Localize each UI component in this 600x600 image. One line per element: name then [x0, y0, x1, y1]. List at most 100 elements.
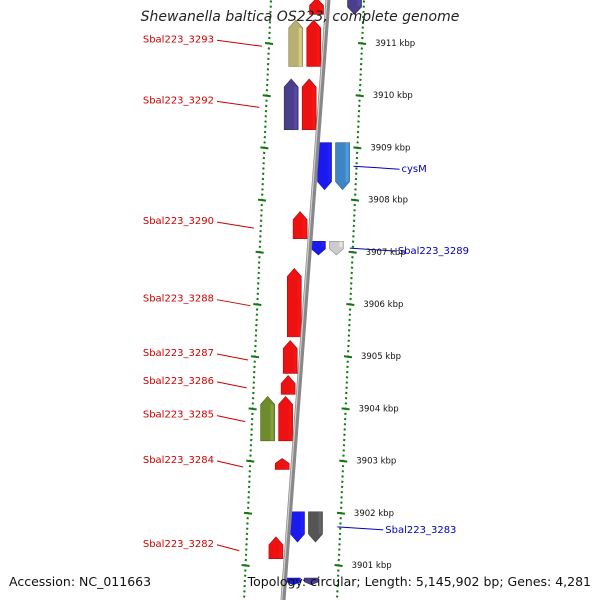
gene-Sbal223_3284 [274, 458, 290, 470]
left-minor-tick [265, 83, 269, 87]
right-minor-tick [342, 443, 346, 447]
left-minor-tick [250, 428, 253, 431]
genome-summary-text: Topology: circular; Length: 5,145,902 bp… [247, 574, 591, 589]
right-minor-tick [361, 26, 365, 29]
right-minor-tick [345, 381, 349, 384]
label-leader [216, 460, 244, 468]
label-leader [337, 526, 384, 531]
right-minor-tick [357, 109, 361, 113]
right-minor-tick [353, 209, 356, 212]
right-minor-tick [341, 480, 344, 483]
gene-segment-20 [304, 577, 319, 586]
left-minor-tick [254, 334, 258, 337]
left-minor-tick [249, 454, 252, 457]
left-minor-tick [264, 115, 268, 118]
gene-Sbal223_3283 [308, 511, 323, 543]
left-minor-tick [258, 240, 262, 243]
gene-arrow-highlight [291, 383, 295, 395]
left-minor-tick [245, 543, 248, 546]
right-minor-tick [341, 464, 345, 468]
left-minor-tick [255, 313, 259, 316]
right-minor-tick [342, 438, 346, 442]
right-minor-tick [352, 229, 355, 233]
left-minor-tick [250, 433, 253, 436]
right-minor-tick [336, 574, 340, 577]
right-minor-tick [350, 261, 354, 264]
right-minor-tick [341, 475, 344, 478]
left-minor-tick [259, 224, 263, 228]
right-minor-tick [353, 214, 356, 217]
left-major-tick [255, 250, 264, 254]
gene-label-Sbal223_3290: Sbal223_3290 [143, 216, 214, 227]
left-minor-tick [246, 517, 249, 520]
right-minor-tick [354, 193, 357, 196]
label-leader [216, 353, 249, 361]
gene-Sbal223_3289 [329, 241, 344, 256]
genome-title: Shewanella baltica OS223, complete genom… [140, 9, 460, 25]
backbone [280, 0, 331, 600]
left-minor-tick [245, 527, 249, 530]
right-minor-tick [347, 329, 351, 332]
right-minor-tick [349, 292, 353, 296]
tick-label: 3902 kbp [354, 509, 394, 519]
right-minor-tick [342, 449, 345, 452]
left-minor-tick [265, 99, 268, 102]
right-major-tick [343, 355, 353, 359]
left-minor-tick [255, 323, 258, 327]
right-minor-tick [346, 360, 349, 363]
left-minor-tick [261, 193, 264, 196]
right-minor-tick [341, 470, 345, 473]
right-minor-tick [361, 31, 364, 35]
gene-arrow-highlight [327, 142, 331, 182]
left-minor-tick [244, 569, 247, 572]
gene-arrow-highlight [312, 87, 316, 130]
left-minor-tick [262, 151, 266, 155]
right-minor-tick [342, 454, 345, 457]
left-minor-tick [268, 21, 272, 24]
label-leader [216, 39, 263, 47]
right-minor-tick [360, 47, 364, 50]
right-minor-tick [346, 350, 350, 353]
gene-arrow-highlight [288, 404, 292, 441]
tick-label: 3908 kbp [368, 196, 408, 206]
backbone-highlight [281, 0, 328, 600]
left-minor-tick [268, 15, 272, 19]
left-minor-tick [252, 381, 256, 384]
left-major-tick [264, 42, 274, 45]
left-minor-tick [254, 344, 257, 348]
gene-arrow-highlight [293, 348, 297, 374]
right-minor-tick [349, 287, 353, 290]
gene-label-cysM: cysM [402, 164, 427, 175]
left-minor-tick [263, 135, 267, 139]
gene-segment-15 [278, 395, 293, 442]
right-minor-tick [348, 323, 351, 327]
right-tick-track [334, 0, 367, 598]
backbone-line [280, 0, 331, 600]
left-minor-tick [253, 365, 256, 369]
right-minor-tick [353, 203, 357, 207]
left-minor-tick [262, 162, 265, 165]
left-minor-tick [242, 595, 246, 598]
right-minor-tick [347, 344, 350, 348]
left-minor-tick [262, 167, 265, 170]
left-minor-tick [246, 506, 250, 510]
gene-Sbal223_3288 [286, 268, 302, 338]
left-major-tick [246, 459, 255, 463]
left-minor-tick [256, 287, 260, 290]
right-minor-tick [340, 490, 344, 494]
left-minor-tick [265, 104, 268, 108]
right-minor-tick [336, 590, 339, 593]
left-minor-tick [248, 480, 251, 483]
left-minor-tick [260, 203, 264, 207]
right-minor-tick [356, 135, 360, 139]
left-tick-track [241, 0, 274, 598]
right-minor-tick [357, 125, 360, 128]
right-minor-tick [338, 532, 342, 536]
left-minor-tick [247, 485, 251, 489]
right-minor-tick [336, 579, 340, 583]
left-minor-tick [253, 370, 256, 374]
tick-label: 3910 kbp [373, 91, 413, 101]
left-minor-tick [269, 10, 272, 14]
right-minor-tick [351, 240, 355, 243]
gene-label-Sbal223_3285: Sbal223_3285 [143, 410, 214, 421]
